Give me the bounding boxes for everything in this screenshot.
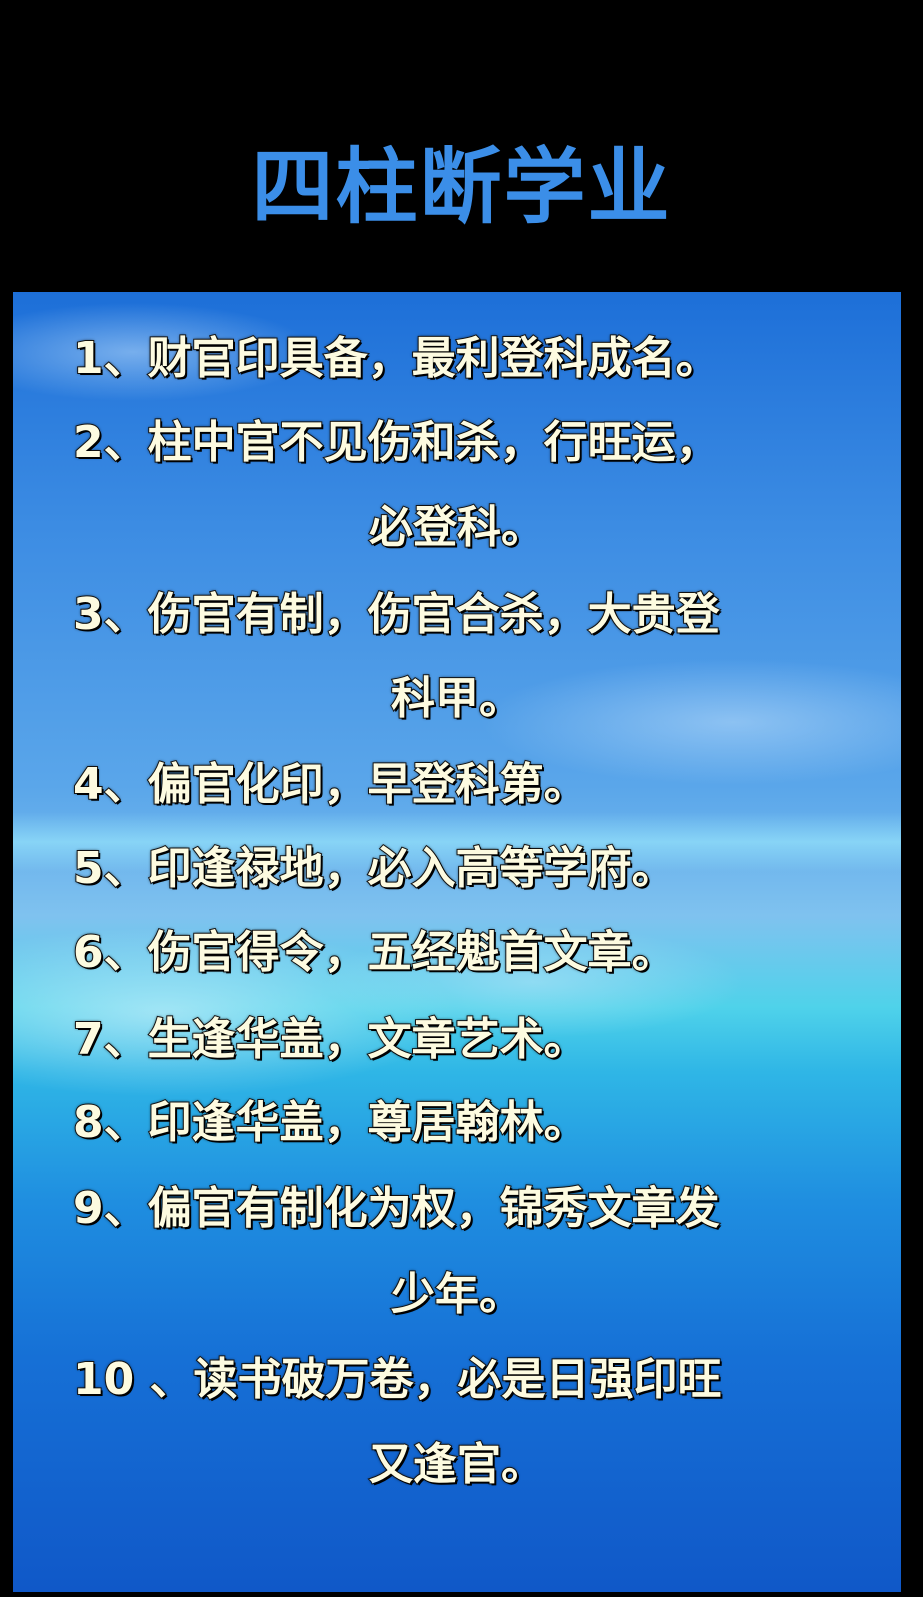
rule-10-line-1: 10 、读书破万卷，必是日强印旺: [72, 1353, 723, 1406]
rule-1-line-1: 1、财官印具备，最利登科成名。: [72, 332, 721, 385]
title-bar: 四柱断学业: [0, 0, 923, 290]
rule-10-line-2: 又逢官。: [368, 1438, 546, 1491]
sea-horizon-glow: [13, 812, 901, 872]
rule-8-line-1: 8、印逢华盖，尊居翰林。: [72, 1096, 589, 1149]
page-title: 四柱断学业: [251, 140, 672, 235]
rule-5-line-1: 5、印逢禄地，必入高等学府。: [72, 842, 677, 895]
rule-9-line-2: 少年。: [390, 1268, 524, 1321]
rule-7-line-1: 7、生逢华盖，文章艺术。: [72, 1013, 589, 1066]
rule-2-line-1: 2、柱中官不见伤和杀，行旺运，: [72, 416, 721, 469]
rule-9-line-1: 9、偏官有制化为权，锦秀文章发: [72, 1182, 721, 1235]
rule-4-line-1: 4、偏官化印，早登科第。: [72, 758, 589, 811]
rule-2-line-2: 必登科。: [368, 501, 546, 554]
content-panel: 1、财官印具备，最利登科成名。 2、柱中官不见伤和杀，行旺运， 必登科。 3、伤…: [13, 292, 901, 1592]
rule-3-line-1: 3、伤官有制，伤官合杀，大贵登: [72, 588, 721, 641]
bottom-bar: [0, 1592, 923, 1597]
rule-6-line-1: 6、伤官得令，五经魁首文章。: [72, 926, 677, 979]
rule-3-line-2: 科甲。: [390, 672, 524, 725]
